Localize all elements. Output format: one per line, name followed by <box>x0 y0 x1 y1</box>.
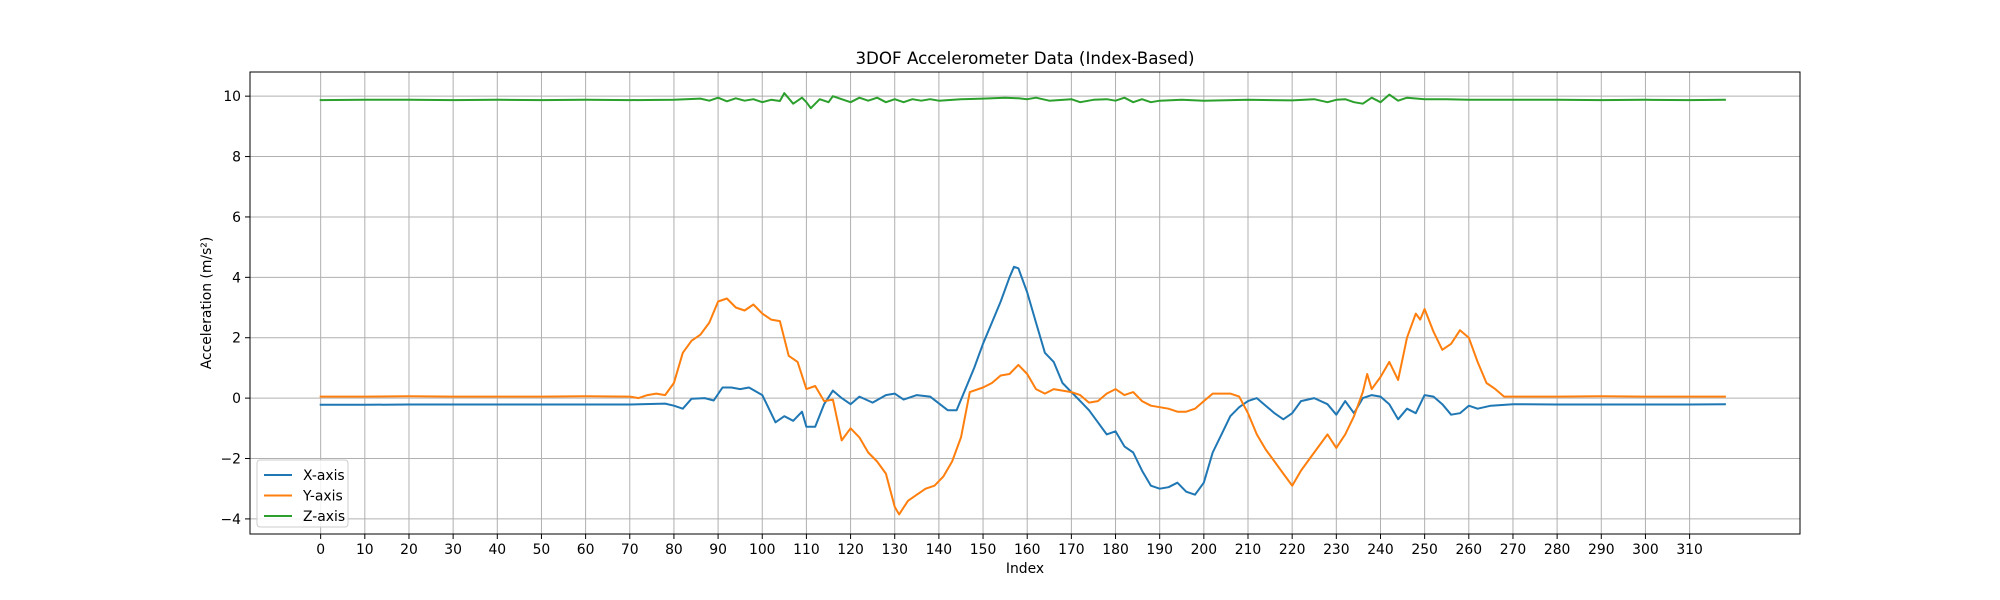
x-tick-label: 180 <box>1102 542 1129 558</box>
x-tick-label: 60 <box>577 542 595 558</box>
y-tick-label: −2 <box>221 452 241 468</box>
x-tick-label: 10 <box>356 542 374 558</box>
legend-frame <box>256 459 349 528</box>
x-tick-label: 160 <box>1014 542 1041 558</box>
legend-label: X-axis <box>303 468 345 484</box>
x-tick-label: 90 <box>709 542 727 558</box>
legend-label: Y-axis <box>302 489 343 505</box>
x-tick-label: 70 <box>621 542 639 558</box>
x-tick-label: 220 <box>1279 542 1306 558</box>
axis-ticks: 0 10 20 30 40 50 60 70 80 90 100 110 120 130 140 150 160… <box>221 89 1703 558</box>
y-tick-label: 2 <box>232 331 241 347</box>
x-tick-label: 200 <box>1191 542 1218 558</box>
x-tick-label: 30 <box>444 542 462 558</box>
x-tick-label: 240 <box>1367 542 1394 558</box>
y-tick-label: 0 <box>232 391 241 407</box>
x-tick-label: 130 <box>881 542 908 558</box>
x-tick-label: 0 <box>316 542 325 558</box>
x-tick-label: 170 <box>1058 542 1085 558</box>
series-line-y-axis <box>319 297 1726 516</box>
x-tick-label: 300 <box>1632 542 1659 558</box>
series-line-x-axis <box>319 265 1726 496</box>
series-line-z-axis <box>319 92 1726 110</box>
plot-frame <box>249 71 1801 535</box>
x-tick-label: 260 <box>1456 542 1483 558</box>
x-tick-label: 40 <box>488 542 506 558</box>
y-tick-label: 10 <box>223 89 241 105</box>
x-tick-label: 110 <box>793 542 820 558</box>
chart-title: 3DOF Accelerometer Data (Index-Based) <box>855 48 1194 68</box>
x-tick-label: 140 <box>926 542 953 558</box>
x-tick-label: 250 <box>1411 542 1438 558</box>
y-axis-label: Acceleration (m/s²) <box>199 237 215 370</box>
x-tick-label: 210 <box>1235 542 1262 558</box>
series-layer <box>319 92 1726 516</box>
x-tick-label: 20 <box>400 542 418 558</box>
y-tick-label: 4 <box>232 270 241 286</box>
y-tick-label: 6 <box>232 210 241 226</box>
x-tick-label: 120 <box>837 542 864 558</box>
legend: X-axis Y-axis Z-axis <box>256 459 349 528</box>
x-tick-label: 150 <box>970 542 997 558</box>
x-tick-label: 50 <box>533 542 551 558</box>
plot-area <box>250 72 1800 534</box>
y-tick-label: 8 <box>232 150 241 166</box>
x-tick-label: 100 <box>749 542 776 558</box>
legend-label: Z-axis <box>303 509 345 525</box>
x-tick-label: 270 <box>1500 542 1527 558</box>
x-tick-label: 80 <box>665 542 683 558</box>
x-tick-label: 310 <box>1676 542 1703 558</box>
x-tick-label: 290 <box>1588 542 1615 558</box>
x-tick-label: 190 <box>1146 542 1173 558</box>
x-tick-label: 230 <box>1323 542 1350 558</box>
y-tick-label: −4 <box>221 512 242 528</box>
x-axis-label: Index <box>1006 561 1044 577</box>
x-tick-label: 280 <box>1544 542 1571 558</box>
